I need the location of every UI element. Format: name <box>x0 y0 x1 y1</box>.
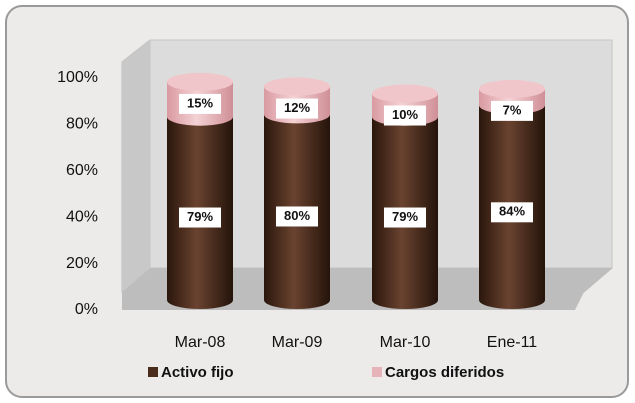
value-label: 10% <box>392 107 418 122</box>
cylinder-top <box>372 84 438 103</box>
value-label-box <box>384 105 426 126</box>
y-tick-label: 80% <box>66 116 98 133</box>
y-tick-label: 100% <box>57 69 98 86</box>
cylinder-top <box>264 77 330 96</box>
y-tick-label: 0% <box>75 301 98 318</box>
value-label-box <box>276 98 318 119</box>
y-tick-label: 60% <box>66 162 98 179</box>
x-tick-label: Mar-09 <box>272 334 323 351</box>
legend-label: Activo fijo <box>161 364 234 381</box>
value-label: 80% <box>284 208 310 223</box>
x-tick-label: Mar-10 <box>380 334 431 351</box>
value-label: 15% <box>187 95 213 110</box>
legend-label: Cargos diferidos <box>385 364 504 381</box>
value-label-box <box>491 202 533 223</box>
value-label-box <box>491 100 533 121</box>
value-label: 84% <box>499 204 525 219</box>
cylinder-top <box>479 79 545 98</box>
value-label: 7% <box>503 102 522 117</box>
y-tick-label: 40% <box>66 208 98 225</box>
value-label-box <box>179 207 221 228</box>
value-label: 79% <box>392 209 418 224</box>
value-label: 79% <box>187 209 213 224</box>
legend-swatch <box>372 367 382 377</box>
value-label-box <box>276 206 318 227</box>
cylinder-top <box>167 72 233 91</box>
value-label: 12% <box>284 100 310 115</box>
value-label-box <box>384 207 426 228</box>
x-tick-label: Ene-11 <box>487 334 538 351</box>
value-label-box <box>179 93 221 114</box>
x-tick-label: Mar-08 <box>175 334 226 351</box>
side-wall <box>122 40 150 292</box>
legend-swatch <box>148 367 158 377</box>
y-tick-label: 20% <box>66 255 98 272</box>
